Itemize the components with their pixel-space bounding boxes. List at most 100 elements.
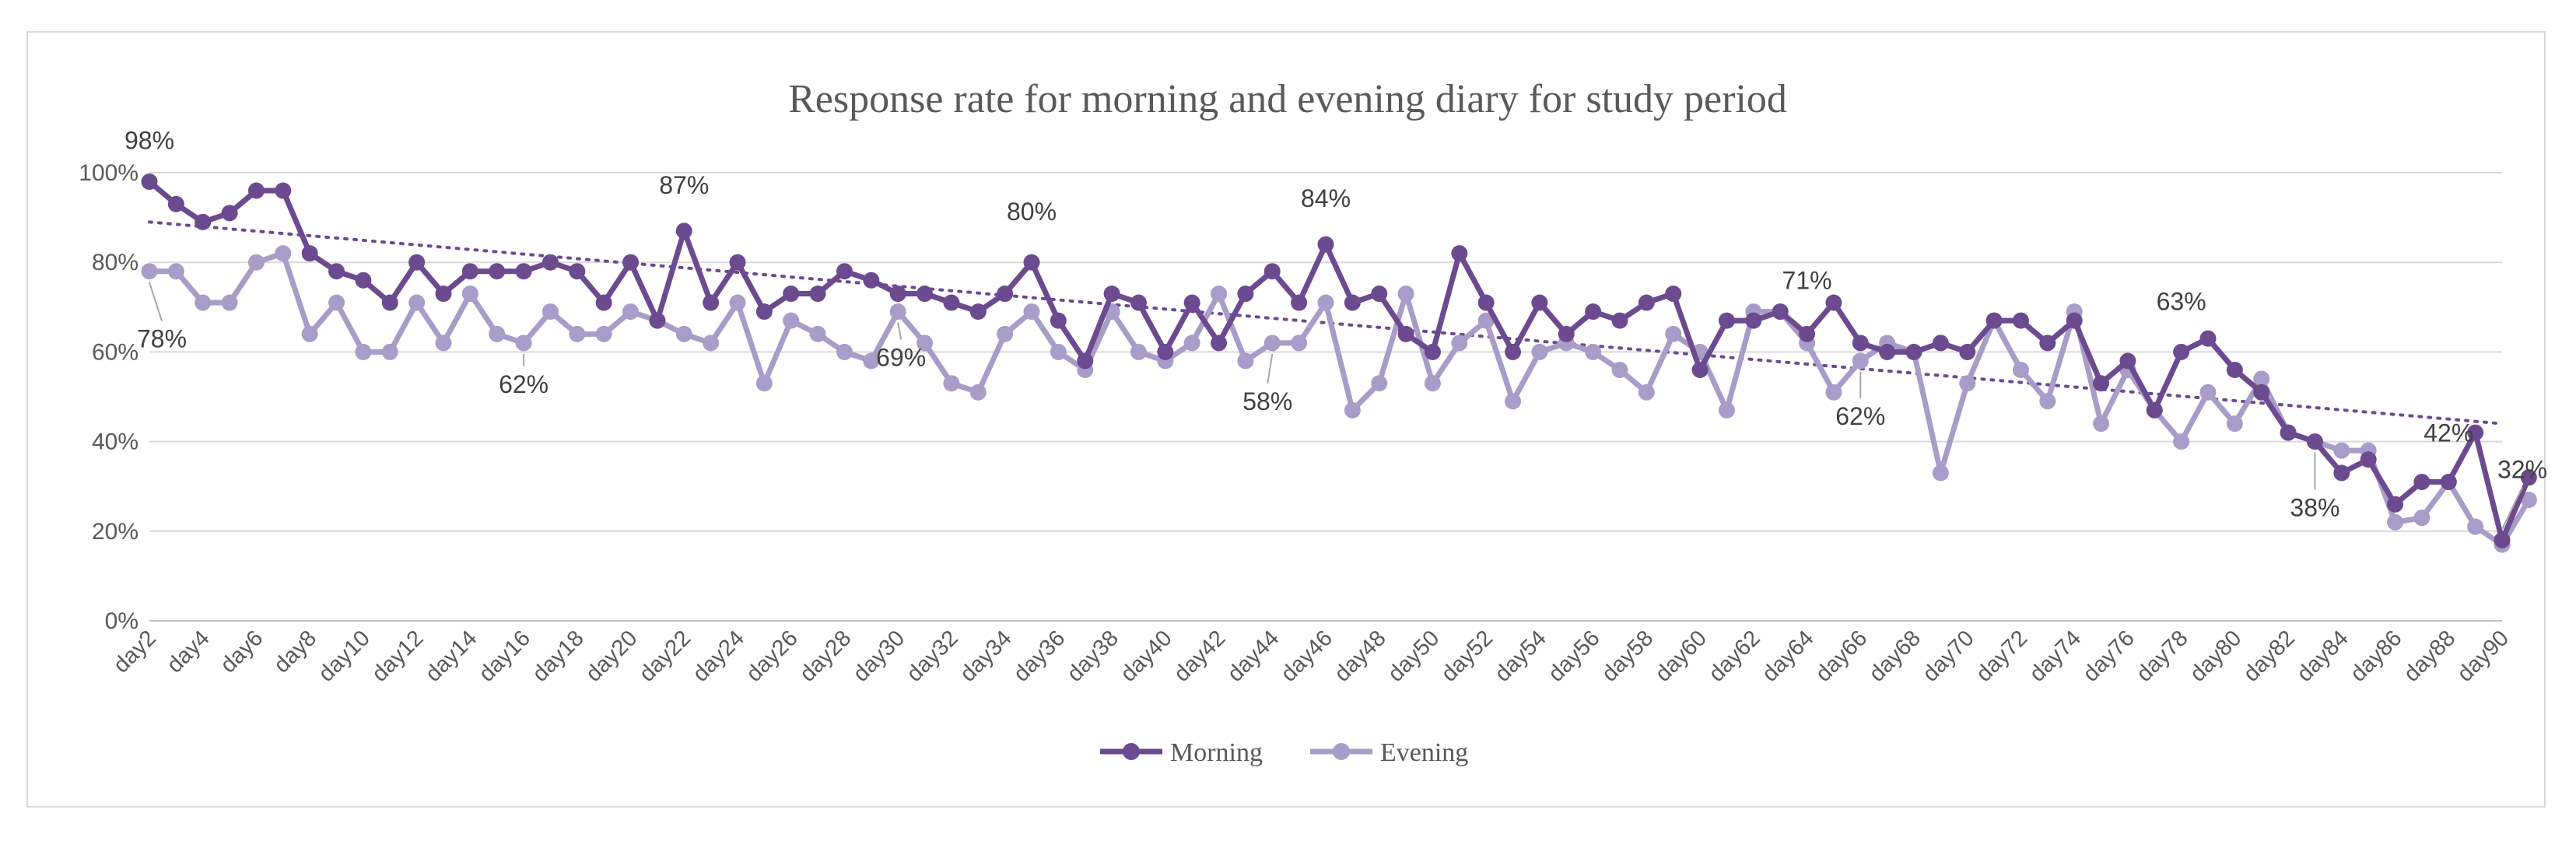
legend-morning-label: Morning (1170, 738, 1263, 767)
data-point-morning (703, 294, 720, 311)
data-point-evening (2413, 510, 2431, 527)
data-label: 42% (2424, 419, 2473, 447)
data-point-morning (916, 286, 934, 303)
data-point-morning (1611, 312, 1628, 329)
data-label: 71% (1782, 266, 1832, 294)
data-point-evening (195, 294, 212, 311)
data-point-morning (2333, 464, 2350, 482)
data-point-morning (2520, 469, 2537, 486)
data-point-evening (2387, 513, 2404, 531)
x-tick-label: day62 (1704, 625, 1765, 686)
data-point-morning (355, 272, 372, 289)
data-point-morning (783, 286, 800, 303)
data-point-evening (1505, 393, 1522, 410)
data-point-evening (916, 335, 934, 352)
data-point-evening (755, 375, 773, 392)
data-point-morning (1397, 325, 1414, 342)
data-point-evening (2333, 442, 2350, 459)
data-point-morning (1665, 286, 1682, 303)
data-point-morning (943, 294, 960, 311)
x-tick-label: day66 (1811, 625, 1872, 686)
data-point-morning (2280, 424, 2297, 441)
y-tick-label: 20% (92, 519, 138, 545)
data-point-morning (301, 245, 318, 262)
data-point-evening (408, 294, 426, 311)
data-label: 98% (124, 127, 174, 155)
data-point-evening (836, 343, 853, 360)
data-point-evening (809, 325, 826, 342)
x-tick-label: day20 (581, 625, 642, 686)
data-point-evening (1211, 286, 1228, 303)
data-point-morning (2360, 451, 2377, 468)
data-point-evening (2093, 415, 2110, 433)
series-layer (141, 173, 2537, 553)
data-point-evening (1477, 312, 1495, 329)
data-point-evening (1317, 294, 1334, 311)
data-point-morning (435, 286, 452, 303)
data-label: 62% (1835, 402, 1885, 430)
data-point-morning (969, 303, 987, 321)
data-point-morning (1691, 361, 1709, 378)
data-point-evening (328, 294, 345, 311)
data-point-evening (489, 325, 506, 342)
data-point-morning (1130, 294, 1147, 311)
data-point-morning (1317, 236, 1334, 253)
data-point-morning (381, 294, 398, 311)
data-label-leader (2501, 486, 2523, 530)
y-tick-label: 40% (92, 429, 138, 455)
data-point-evening (2226, 415, 2243, 433)
data-point-evening (2253, 370, 2270, 387)
data-point-morning (2199, 330, 2217, 347)
data-point-evening (622, 303, 640, 321)
data-point-evening (435, 335, 452, 352)
data-point-evening (1291, 335, 1308, 352)
data-point-evening (1424, 375, 1441, 392)
legend[interactable]: Morning Evening (1100, 738, 1468, 767)
data-point-morning (167, 195, 184, 212)
x-tick-label: day52 (1437, 625, 1498, 686)
data-point-morning (221, 205, 238, 222)
data-point-evening (381, 343, 398, 360)
x-tick-label: day22 (635, 625, 696, 686)
x-tick-label: day26 (741, 625, 802, 686)
data-point-evening (541, 303, 559, 321)
data-point-evening (1585, 343, 1602, 360)
data-point-evening (729, 294, 746, 311)
x-tick-label: day76 (2078, 625, 2139, 686)
data-point-morning (1050, 312, 1067, 329)
x-tick-label: day74 (2025, 625, 2086, 686)
data-label-leader (1267, 353, 1274, 384)
data-label: 69% (876, 344, 926, 372)
x-tick-label: day24 (688, 625, 748, 686)
x-tick-label: day36 (1009, 625, 1070, 686)
data-point-evening (703, 335, 720, 352)
data-label: 62% (499, 370, 548, 398)
data-label-leader (149, 282, 163, 322)
y-axis-ticks: 0% 20% 40% 60% 80% 100% (79, 160, 138, 634)
data-point-morning (1879, 343, 1896, 360)
data-point-morning (2467, 424, 2484, 441)
data-point-morning (1745, 312, 1762, 329)
data-point-morning (1905, 343, 1922, 360)
data-point-morning (863, 272, 880, 289)
data-point-evening (675, 325, 692, 342)
data-point-evening (1344, 401, 1361, 419)
x-tick-label: day34 (955, 625, 1016, 686)
data-point-evening (515, 335, 532, 352)
data-label: 84% (1301, 184, 1351, 212)
data-point-morning (275, 182, 292, 199)
y-tick-label: 100% (79, 160, 138, 186)
x-tick-label: day84 (2292, 625, 2353, 686)
x-tick-label: day58 (1597, 625, 1658, 686)
data-label: 32% (2497, 455, 2547, 483)
data-point-morning (2173, 343, 2190, 360)
data-point-morning (1451, 245, 1468, 262)
data-point-evening (301, 325, 318, 342)
data-point-morning (515, 263, 532, 280)
series-morning (141, 173, 2537, 548)
data-point-evening (1665, 325, 1682, 342)
trendline-morning (148, 220, 2504, 426)
data-labels: 98% 78% 62% 87% 69% 80% 58% 84% 71% 62% 63% 38% 42% 3… (124, 127, 2547, 530)
x-tick-label: day48 (1330, 625, 1390, 686)
x-tick-label: day50 (1383, 625, 1444, 686)
